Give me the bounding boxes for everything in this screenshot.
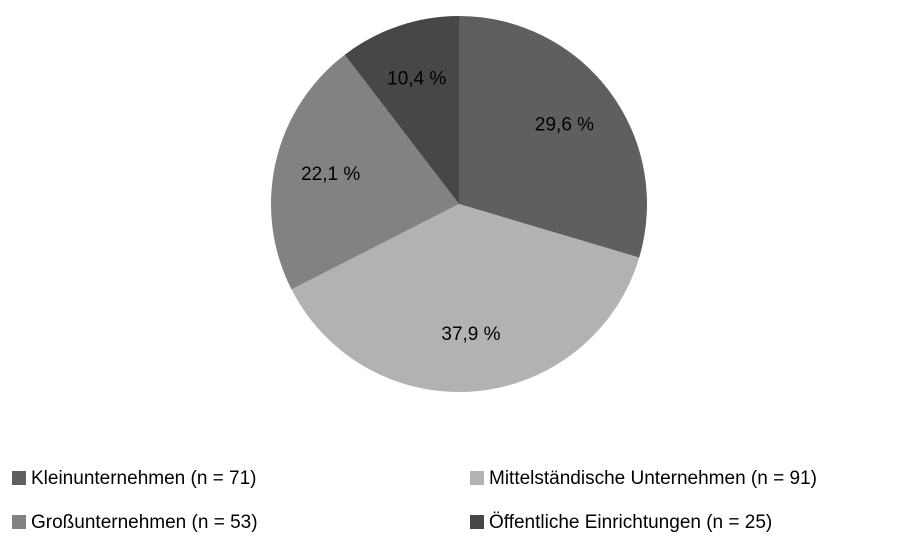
pie-slice — [291, 204, 640, 392]
legend-swatch — [470, 515, 484, 529]
pie-slice — [271, 54, 459, 290]
legend-label: Mittelständische Unternehmen (n = 91) — [489, 468, 817, 489]
legend-swatch — [12, 471, 26, 485]
pie-slice — [344, 16, 459, 204]
pie-slice — [459, 16, 647, 258]
data-label: 29,6 % — [535, 114, 594, 135]
data-label: 37,9 % — [441, 324, 500, 345]
legend-label: Öffentliche Einrichtungen (n = 25) — [489, 512, 772, 533]
legend-label: Kleinunternehmen (n = 71) — [31, 468, 257, 489]
data-label: 10,4 % — [387, 68, 446, 89]
legend-swatch — [470, 471, 484, 485]
data-label: 22,1 % — [301, 164, 360, 185]
legend-swatch — [12, 515, 26, 529]
legend-label: Großunternehmen (n = 53) — [31, 512, 258, 533]
